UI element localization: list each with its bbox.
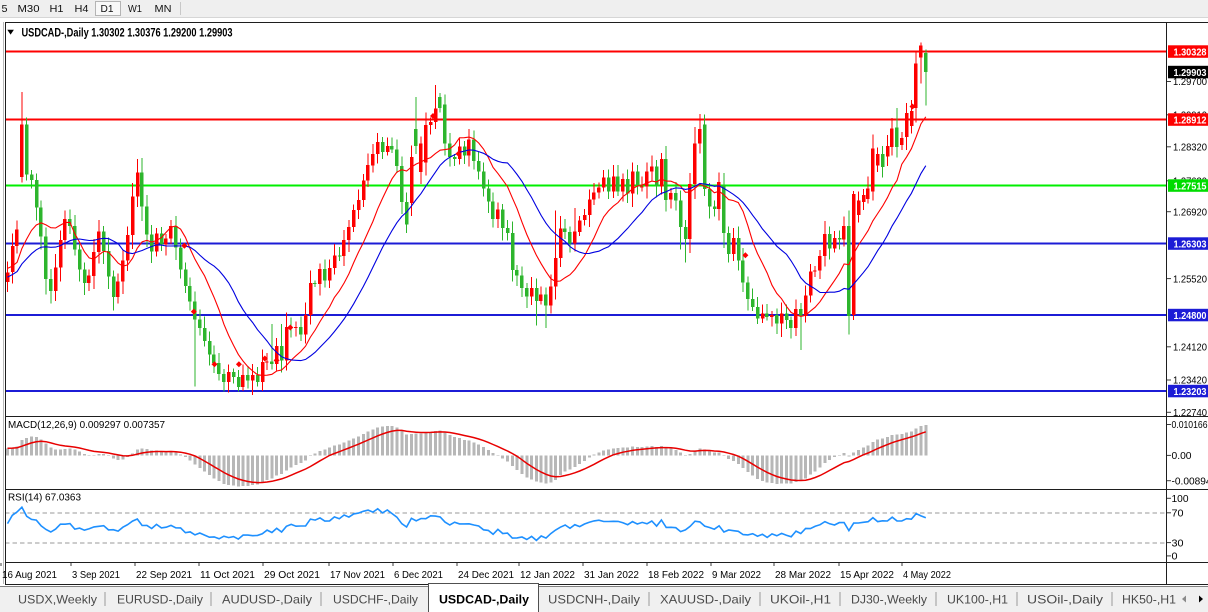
svg-text:1.25520: 1.25520 — [1173, 273, 1207, 285]
svg-text:USDCAD-,Daily: USDCAD-,Daily — [439, 593, 529, 607]
svg-text:USDCAD-,Daily 1.30302 1.30376: USDCAD-,Daily 1.30302 1.30376 1.29200 1.… — [22, 28, 233, 40]
svg-text:0: 0 — [1172, 551, 1178, 563]
svg-text:D1: D1 — [101, 3, 114, 15]
svg-text:1.26303: 1.26303 — [1174, 238, 1207, 250]
svg-text:1.28320: 1.28320 — [1173, 142, 1207, 154]
svg-text:1.28912: 1.28912 — [1174, 114, 1207, 126]
svg-text:70: 70 — [1172, 508, 1184, 520]
svg-text:MN: MN — [155, 3, 172, 15]
svg-text:1.29700: 1.29700 — [1173, 76, 1207, 88]
svg-text:EURUSD-,Daily: EURUSD-,Daily — [117, 593, 203, 607]
svg-text:RSI(14) 67.0363: RSI(14) 67.0363 — [8, 492, 81, 504]
svg-text:XAUUSD-,Daily: XAUUSD-,Daily — [660, 593, 751, 607]
svg-text:1.26920: 1.26920 — [1173, 206, 1207, 218]
svg-text:-0.00894: -0.00894 — [1172, 475, 1208, 487]
svg-text:1.22740: 1.22740 — [1173, 407, 1207, 419]
svg-text:0.010166: 0.010166 — [1172, 419, 1208, 431]
svg-text:11 Oct 2021: 11 Oct 2021 — [200, 569, 255, 581]
svg-text:USDCHF-,Daily: USDCHF-,Daily — [333, 593, 418, 607]
svg-text:31 Jan 2022: 31 Jan 2022 — [584, 569, 639, 581]
svg-text:DJ30-,Weekly: DJ30-,Weekly — [851, 593, 927, 607]
svg-text:1.30328: 1.30328 — [1174, 46, 1207, 58]
svg-text:17 Nov 2021: 17 Nov 2021 — [330, 569, 385, 581]
svg-text:0.00: 0.00 — [1172, 450, 1192, 462]
svg-text:3 Sep 2021: 3 Sep 2021 — [72, 569, 120, 581]
svg-text:USOil-,Daily: USOil-,Daily — [1027, 593, 1103, 607]
svg-text:100: 100 — [1172, 493, 1189, 505]
svg-text:H1: H1 — [50, 3, 64, 15]
svg-text:UKOil-,H1: UKOil-,H1 — [770, 593, 831, 607]
svg-text:18 Feb 2022: 18 Feb 2022 — [648, 569, 704, 581]
svg-text:W1: W1 — [128, 3, 142, 15]
svg-text:1.23203: 1.23203 — [1174, 386, 1207, 398]
svg-text:29 Oct 2021: 29 Oct 2021 — [264, 569, 320, 581]
svg-text:5: 5 — [2, 3, 8, 15]
svg-text:12 Jan 2022: 12 Jan 2022 — [520, 569, 575, 581]
svg-text:USDCNH-,Daily: USDCNH-,Daily — [548, 593, 640, 607]
svg-text:H4: H4 — [75, 3, 89, 15]
svg-text:24 Dec 2021: 24 Dec 2021 — [458, 569, 514, 581]
svg-text:MACD(12,26,9) 0.009297 0.00735: MACD(12,26,9) 0.009297 0.007357 — [8, 419, 165, 431]
svg-text:6 Dec 2021: 6 Dec 2021 — [394, 569, 443, 581]
svg-text:1.29903: 1.29903 — [1174, 67, 1207, 79]
svg-text:1.23420: 1.23420 — [1173, 375, 1207, 387]
svg-text:1.24800: 1.24800 — [1174, 310, 1207, 322]
svg-text:9 Mar 2022: 9 Mar 2022 — [712, 569, 761, 581]
svg-text:HK50-,H1: HK50-,H1 — [1122, 593, 1176, 607]
svg-text:USDX,Weekly: USDX,Weekly — [18, 593, 97, 607]
svg-text:4 May 2022: 4 May 2022 — [903, 569, 951, 581]
svg-text:M30: M30 — [18, 3, 40, 15]
svg-text:UK100-,H1: UK100-,H1 — [947, 593, 1008, 607]
svg-text:AUDUSD-,Daily: AUDUSD-,Daily — [222, 593, 312, 607]
svg-text:30: 30 — [1172, 537, 1184, 549]
svg-text:22 Sep 2021: 22 Sep 2021 — [136, 569, 192, 581]
svg-text:15 Apr 2022: 15 Apr 2022 — [840, 569, 894, 581]
svg-text:16 Aug 2021: 16 Aug 2021 — [2, 569, 57, 581]
svg-text:1.24120: 1.24120 — [1173, 342, 1207, 354]
svg-text:28 Mar 2022: 28 Mar 2022 — [775, 569, 831, 581]
svg-text:1.27515: 1.27515 — [1174, 180, 1207, 192]
